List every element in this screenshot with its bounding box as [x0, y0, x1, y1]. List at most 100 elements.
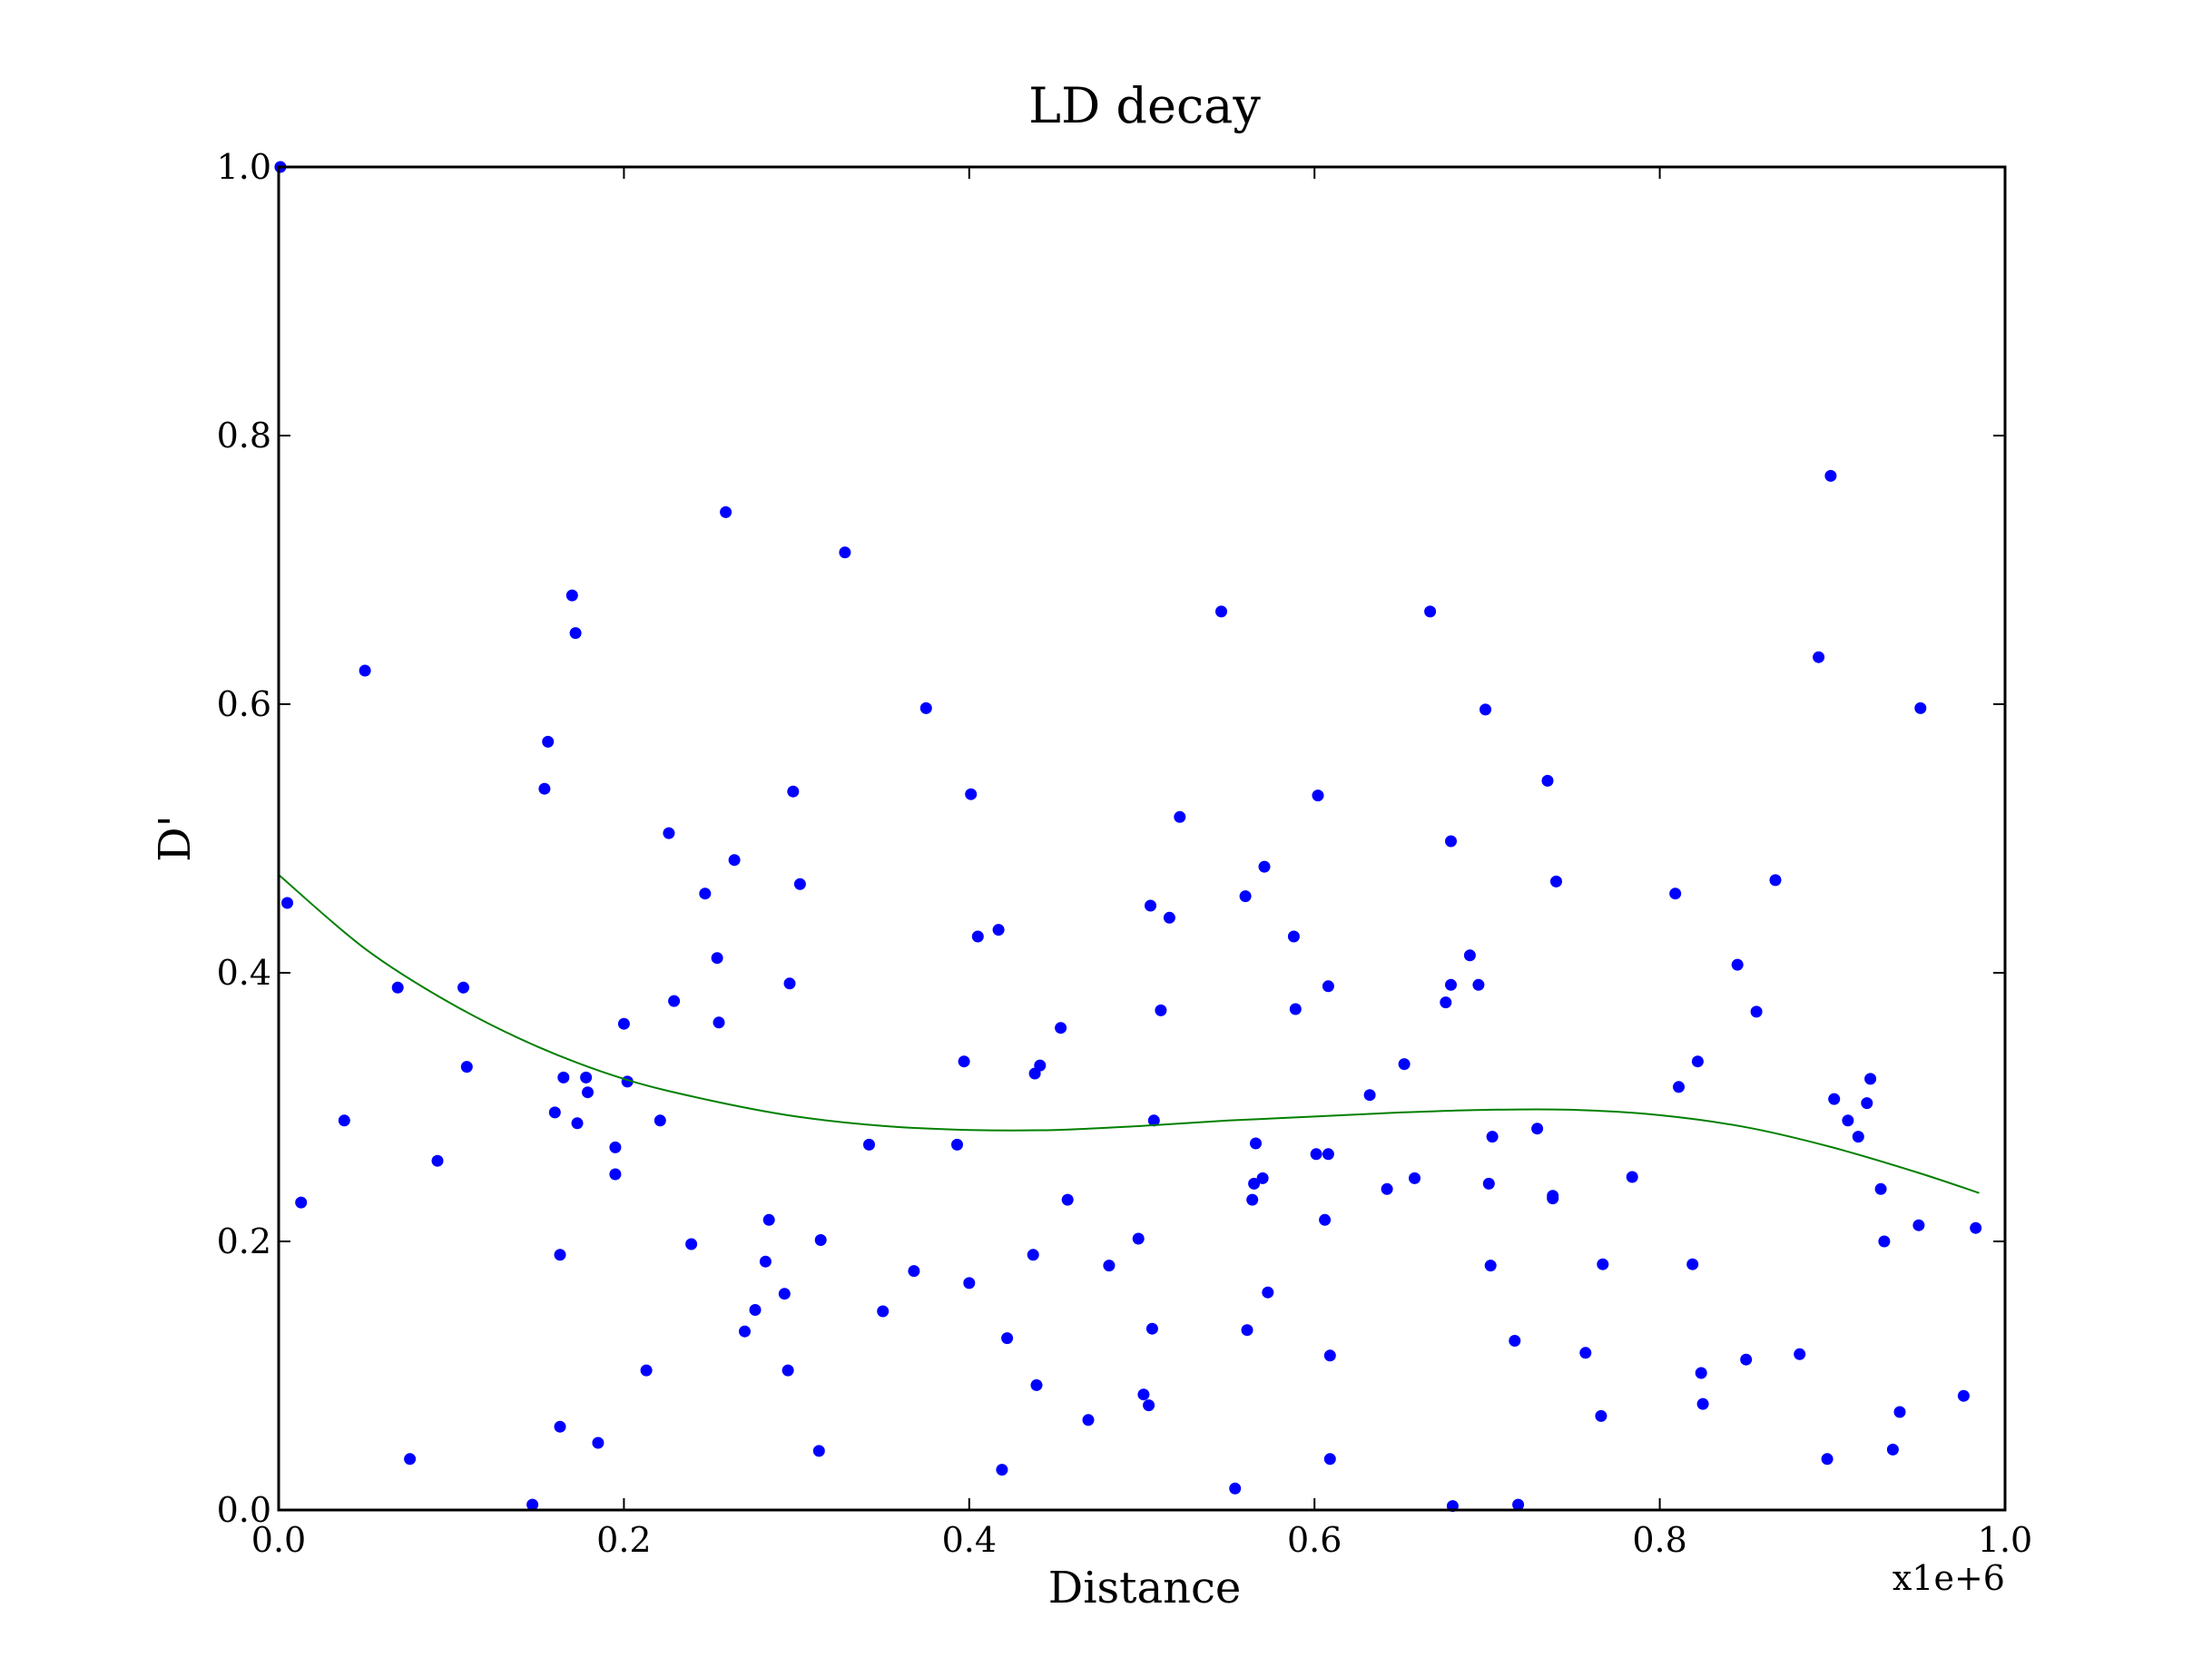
- scatter-point-67: [1061, 1193, 1074, 1206]
- x-axis-label: Distance: [1048, 1563, 1242, 1613]
- scatter-point-1: [281, 897, 293, 909]
- scatter-point-10: [526, 1498, 539, 1511]
- scatter-point-50: [877, 1305, 890, 1318]
- scatter-point-134: [1813, 651, 1825, 663]
- scatter-point-103: [1445, 978, 1457, 991]
- scatter-point-145: [1893, 1406, 1906, 1418]
- scatter-point-13: [548, 1106, 561, 1119]
- scatter-point-24: [609, 1141, 622, 1153]
- scatter-point-115: [1541, 774, 1554, 787]
- scatter-point-93: [1322, 1148, 1334, 1161]
- scatter-point-89: [1289, 1003, 1302, 1015]
- scatter-point-132: [1769, 874, 1782, 887]
- scatter-point-77: [1174, 810, 1186, 823]
- scatter-point-141: [1864, 1073, 1877, 1085]
- fit-curve-series: [278, 874, 1980, 1194]
- scatter-point-43: [783, 977, 796, 990]
- scatter-point-110: [1484, 1260, 1497, 1272]
- scatter-point-52: [919, 701, 932, 714]
- scatter-point-94: [1322, 980, 1334, 993]
- scatter-point-30: [668, 995, 681, 1007]
- scatter-point-101: [1424, 605, 1437, 618]
- scatter-point-29: [663, 827, 675, 839]
- x-tick-label-1: 0.2: [596, 1520, 651, 1560]
- y-tick-label-1: 0.2: [217, 1221, 271, 1261]
- scatter-point-78: [1215, 605, 1227, 618]
- scatter-point-109: [1482, 1177, 1495, 1190]
- scatter-point-35: [720, 505, 732, 518]
- scatter-point-51: [908, 1265, 920, 1278]
- scatter-point-31: [685, 1238, 698, 1250]
- scatter-point-70: [1137, 1388, 1150, 1401]
- scatter-point-95: [1323, 1349, 1336, 1362]
- scatter-point-92: [1319, 1213, 1332, 1226]
- scatter-point-61: [1027, 1249, 1039, 1261]
- y-axis-label: D': [150, 815, 201, 862]
- scatter-point-125: [1686, 1258, 1699, 1270]
- scatter-point-138: [1842, 1114, 1854, 1127]
- scatter-point-147: [1914, 701, 1927, 714]
- scatter-point-22: [592, 1437, 605, 1449]
- scatter-point-107: [1472, 978, 1485, 991]
- scatter-point-91: [1312, 789, 1324, 802]
- scatter-point-131: [1750, 1005, 1763, 1018]
- scatter-point-36: [728, 854, 741, 867]
- scatter-point-3: [338, 1114, 350, 1127]
- scatter-point-14: [554, 1249, 566, 1261]
- scatter-point-114: [1531, 1123, 1544, 1135]
- scatter-point-48: [839, 546, 851, 559]
- scatter-point-32: [699, 887, 712, 900]
- scatter-point-25: [617, 1017, 630, 1030]
- scatter-point-59: [996, 1464, 1008, 1476]
- scatter-point-60: [1001, 1332, 1014, 1345]
- x-tick-labels: 0.0 0.2 0.4 0.6 0.8 1.0: [251, 1520, 2032, 1560]
- scatter-point-120: [1595, 1409, 1607, 1422]
- scatter-point-87: [1262, 1286, 1274, 1299]
- chart-title: LD decay: [1028, 77, 1261, 134]
- scatter-point-133: [1794, 1348, 1806, 1360]
- plot-frame: [277, 165, 2007, 1512]
- scatter-point-40: [762, 1213, 775, 1226]
- scatter-point-121: [1597, 1258, 1609, 1270]
- scatter-point-28: [654, 1114, 666, 1127]
- scatter-point-71: [1143, 1399, 1155, 1412]
- scatter-point-11: [538, 782, 551, 795]
- scatter-point-41: [778, 1288, 791, 1300]
- scatter-point-117: [1547, 1190, 1559, 1202]
- scatter-point-6: [404, 1453, 417, 1466]
- scatter-point-102: [1440, 996, 1452, 1009]
- scatter-point-140: [1861, 1097, 1873, 1110]
- scatter-point-96: [1323, 1453, 1336, 1466]
- scatter-point-98: [1381, 1182, 1393, 1195]
- scatter-point-64: [1034, 1059, 1047, 1072]
- scatter-point-27: [640, 1364, 653, 1377]
- scatter-point-84: [1250, 1137, 1262, 1150]
- scatter-point-39: [759, 1255, 772, 1268]
- scatter-point-104: [1445, 835, 1457, 848]
- scatter-point-146: [1912, 1219, 1925, 1231]
- scatter-point-55: [963, 1277, 976, 1289]
- scatter-point-129: [1731, 958, 1744, 971]
- scatter-point-88: [1287, 930, 1300, 943]
- scatter-point-149: [1970, 1221, 1982, 1234]
- scatter-point-126: [1691, 1055, 1704, 1068]
- scatter-point-148: [1957, 1389, 1970, 1402]
- scatter-point-54: [958, 1055, 970, 1068]
- scatter-point-21: [582, 1086, 594, 1099]
- scatter-point-47: [814, 1234, 827, 1246]
- scatter-point-18: [569, 627, 582, 640]
- scatter-point-83: [1248, 1177, 1261, 1190]
- x-tick-label-4: 0.8: [1632, 1520, 1686, 1560]
- scatter-point-85: [1256, 1172, 1269, 1184]
- scatter-point-80: [1239, 890, 1252, 903]
- scatter-point-74: [1147, 1114, 1160, 1127]
- scatter-point-76: [1163, 911, 1175, 924]
- x-tick-label-3: 0.6: [1287, 1520, 1342, 1560]
- y-tick-label-3: 0.6: [217, 684, 271, 724]
- scatter-point-23: [609, 1168, 622, 1181]
- scatter-point-144: [1886, 1443, 1899, 1456]
- scatter-point-72: [1145, 899, 1156, 912]
- scatter-point-37: [739, 1325, 751, 1338]
